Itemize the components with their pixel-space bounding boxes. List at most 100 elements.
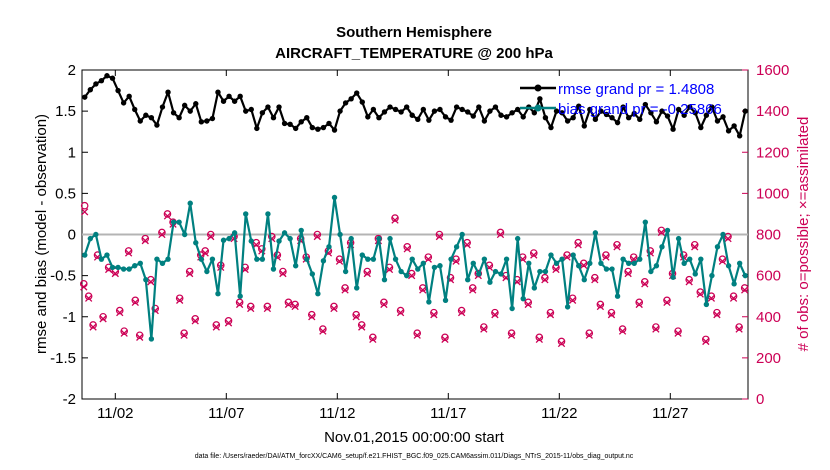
obs-assimilated-cross (691, 243, 699, 251)
obs-assimilated-point (291, 302, 299, 311)
series-bias-point (326, 244, 332, 250)
obs-possible-point (535, 333, 544, 342)
obs-assimilated-cross (607, 311, 616, 319)
series-rmse-point (209, 115, 216, 122)
obs-assimilated-cross (674, 329, 682, 337)
series-bias-point (398, 268, 404, 275)
obs-assimilated-cross (308, 313, 316, 321)
series-rmse-point (698, 124, 704, 131)
series-bias-point (564, 304, 571, 310)
obs-assimilated-point (391, 216, 399, 224)
obs-assimilated-cross (116, 308, 124, 317)
series-rmse-point (143, 112, 149, 118)
obs-assimilated-cross (657, 228, 666, 237)
obs-possible-point (579, 259, 588, 268)
series-bias-point (714, 244, 721, 250)
series-bias-point (687, 256, 693, 262)
series-bias-point (304, 256, 310, 262)
obs-possible-point (491, 308, 499, 317)
obs-assimilated-cross (403, 245, 411, 253)
series-bias-point (254, 256, 260, 262)
series-bias-point (209, 256, 216, 262)
series-bias-point (87, 235, 94, 242)
obs-possible-point (546, 308, 555, 317)
chart-title-line-2: AIRCRAFT_TEMPERATURE @ 200 hPa (275, 45, 553, 62)
series-rmse-point (465, 109, 471, 115)
obs-assimilated-point (674, 329, 682, 337)
series-rmse-point (165, 89, 171, 95)
obs-assimilated-point (624, 269, 632, 278)
series-rmse-point (481, 118, 488, 124)
obs-assimilated-cross (696, 290, 704, 298)
obs-assimilated-cross (702, 337, 710, 346)
series-rmse-point (243, 108, 249, 114)
obs-assimilated-cross (80, 283, 88, 291)
series-bias-point (609, 266, 615, 272)
obs-assimilated-cross (596, 302, 605, 311)
obs-assimilated-cross (81, 208, 89, 216)
series-rmse-point (625, 115, 632, 121)
y-right-tick-label: 600 (756, 268, 781, 285)
obs-assimilated-point (602, 253, 610, 261)
series-bias-point (287, 235, 293, 242)
y-tick-label: 2 (68, 62, 76, 79)
series-rmse-point (431, 108, 438, 114)
legend-bias-label: bias grand pr = -0.25866 (558, 101, 722, 118)
obs-assimilated-cross (585, 331, 593, 339)
series-bias-point (637, 256, 643, 262)
obs-assimilated-point (457, 308, 466, 317)
obs-assimilated-cross (385, 265, 394, 274)
y-tick-label: -1.5 (50, 350, 76, 367)
obs-assimilated-cross (729, 294, 738, 302)
series-rmse-point (703, 112, 710, 118)
series-bias-point (243, 211, 249, 217)
obs-assimilated-point (585, 331, 593, 339)
series-rmse-point (120, 100, 127, 106)
obs-possible-point (674, 327, 682, 335)
obs-assimilated-point (99, 315, 107, 323)
obs-possible-point (151, 304, 160, 313)
obs-assimilated-cross (546, 311, 555, 319)
obs-assimilated-cross (641, 280, 649, 288)
series-bias-point (248, 238, 254, 244)
obs-possible-point (396, 306, 405, 315)
obs-possible-point (496, 228, 505, 237)
obs-assimilated-point (507, 331, 516, 339)
series-bias-point (187, 200, 193, 206)
obs-assimilated-cross (613, 243, 621, 251)
obs-assimilated-point (207, 232, 215, 241)
obs-assimilated-point (413, 331, 421, 339)
series-rmse-point (126, 93, 132, 100)
obs-assimilated-point (430, 311, 438, 319)
series-bias-point (143, 277, 149, 283)
series-rmse-point (409, 112, 415, 118)
obs-assimilated-cross (419, 286, 427, 294)
obs-assimilated-cross (563, 253, 571, 261)
obs-possible-point (235, 298, 244, 307)
obs-assimilated-point (424, 255, 432, 263)
obs-assimilated-point (663, 298, 671, 307)
series-rmse-point (664, 113, 671, 119)
series-rmse-point (487, 108, 493, 114)
series-bias-point (270, 266, 277, 272)
obs-assimilated-point (524, 300, 532, 309)
obs-assimilated-cross (224, 319, 233, 327)
x-tick-label: 11/22 (541, 405, 577, 422)
obs-assimilated-point (319, 327, 327, 335)
obs-possible-point (403, 243, 412, 251)
obs-assimilated-point (89, 323, 97, 331)
series-rmse-point (476, 104, 482, 110)
obs-possible-point (357, 321, 366, 329)
chart-title-line-1: Southern Hemisphere (336, 24, 492, 41)
obs-assimilated-cross (136, 333, 144, 341)
series-rmse-point (132, 106, 138, 113)
series-bias-point (415, 266, 421, 272)
obs-assimilated-cross (507, 331, 516, 339)
obs-possible-point (258, 245, 266, 253)
obs-possible-point (330, 302, 338, 311)
series-bias-point (165, 256, 171, 262)
obs-assimilated-cross (363, 269, 371, 278)
y-tick-label: 0 (68, 227, 76, 244)
obs-possible-point (718, 255, 727, 263)
